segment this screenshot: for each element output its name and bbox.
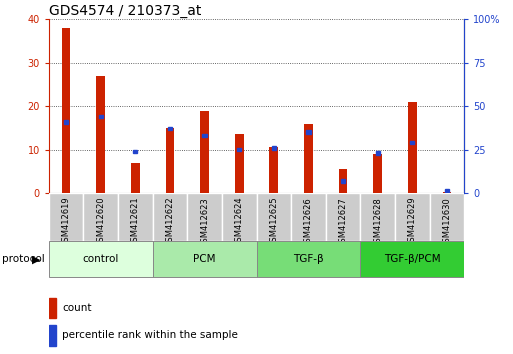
Bar bbox=[306, 131, 310, 134]
Bar bbox=[118, 193, 153, 241]
Bar bbox=[62, 28, 70, 193]
Bar bbox=[131, 162, 140, 193]
Bar bbox=[96, 76, 105, 193]
Bar bbox=[341, 179, 345, 183]
Bar bbox=[429, 193, 464, 241]
Bar bbox=[272, 146, 276, 150]
Bar bbox=[153, 193, 187, 241]
Bar bbox=[443, 192, 451, 193]
Bar bbox=[235, 135, 244, 193]
Text: GSM412630: GSM412630 bbox=[442, 197, 451, 247]
Bar bbox=[256, 193, 291, 241]
Bar bbox=[49, 325, 56, 346]
Bar bbox=[166, 128, 174, 193]
Bar bbox=[395, 193, 429, 241]
Text: GSM412627: GSM412627 bbox=[339, 197, 348, 247]
Text: TGF-β/PCM: TGF-β/PCM bbox=[384, 254, 441, 264]
Bar bbox=[376, 151, 380, 155]
Text: GSM412619: GSM412619 bbox=[62, 197, 71, 247]
Text: protocol: protocol bbox=[2, 254, 45, 264]
Bar bbox=[168, 127, 172, 131]
Bar bbox=[133, 150, 137, 153]
Bar bbox=[200, 110, 209, 193]
Text: TGF-β: TGF-β bbox=[293, 254, 324, 264]
Bar bbox=[445, 189, 449, 193]
Text: count: count bbox=[63, 303, 92, 313]
Bar bbox=[49, 298, 56, 318]
Text: GDS4574 / 210373_at: GDS4574 / 210373_at bbox=[49, 5, 201, 18]
Bar bbox=[269, 147, 278, 193]
Bar bbox=[326, 193, 360, 241]
Text: percentile rank within the sample: percentile rank within the sample bbox=[63, 330, 239, 340]
Text: GSM412625: GSM412625 bbox=[269, 197, 279, 247]
Text: GSM412624: GSM412624 bbox=[234, 197, 244, 247]
Bar bbox=[64, 120, 68, 124]
Bar bbox=[408, 102, 417, 193]
Bar bbox=[339, 169, 347, 193]
Text: PCM: PCM bbox=[193, 254, 216, 264]
Bar bbox=[410, 141, 415, 144]
Bar bbox=[222, 193, 256, 241]
Text: GSM412629: GSM412629 bbox=[408, 197, 417, 247]
Text: ▶: ▶ bbox=[32, 254, 41, 264]
Bar bbox=[304, 124, 313, 193]
Bar bbox=[373, 154, 382, 193]
Text: GSM412623: GSM412623 bbox=[200, 197, 209, 247]
Bar bbox=[256, 241, 360, 277]
Bar bbox=[49, 193, 83, 241]
Bar bbox=[49, 241, 153, 277]
Bar bbox=[83, 193, 118, 241]
Bar bbox=[98, 115, 103, 118]
Text: GSM412620: GSM412620 bbox=[96, 197, 105, 247]
Bar bbox=[291, 193, 326, 241]
Bar bbox=[237, 148, 241, 151]
Text: control: control bbox=[83, 254, 119, 264]
Bar bbox=[360, 241, 464, 277]
Bar bbox=[203, 134, 207, 137]
Text: GSM412622: GSM412622 bbox=[165, 197, 174, 247]
Bar bbox=[187, 193, 222, 241]
Text: GSM412628: GSM412628 bbox=[373, 197, 382, 247]
Bar bbox=[153, 241, 256, 277]
Text: GSM412626: GSM412626 bbox=[304, 197, 313, 247]
Text: GSM412621: GSM412621 bbox=[131, 197, 140, 247]
Bar bbox=[360, 193, 395, 241]
